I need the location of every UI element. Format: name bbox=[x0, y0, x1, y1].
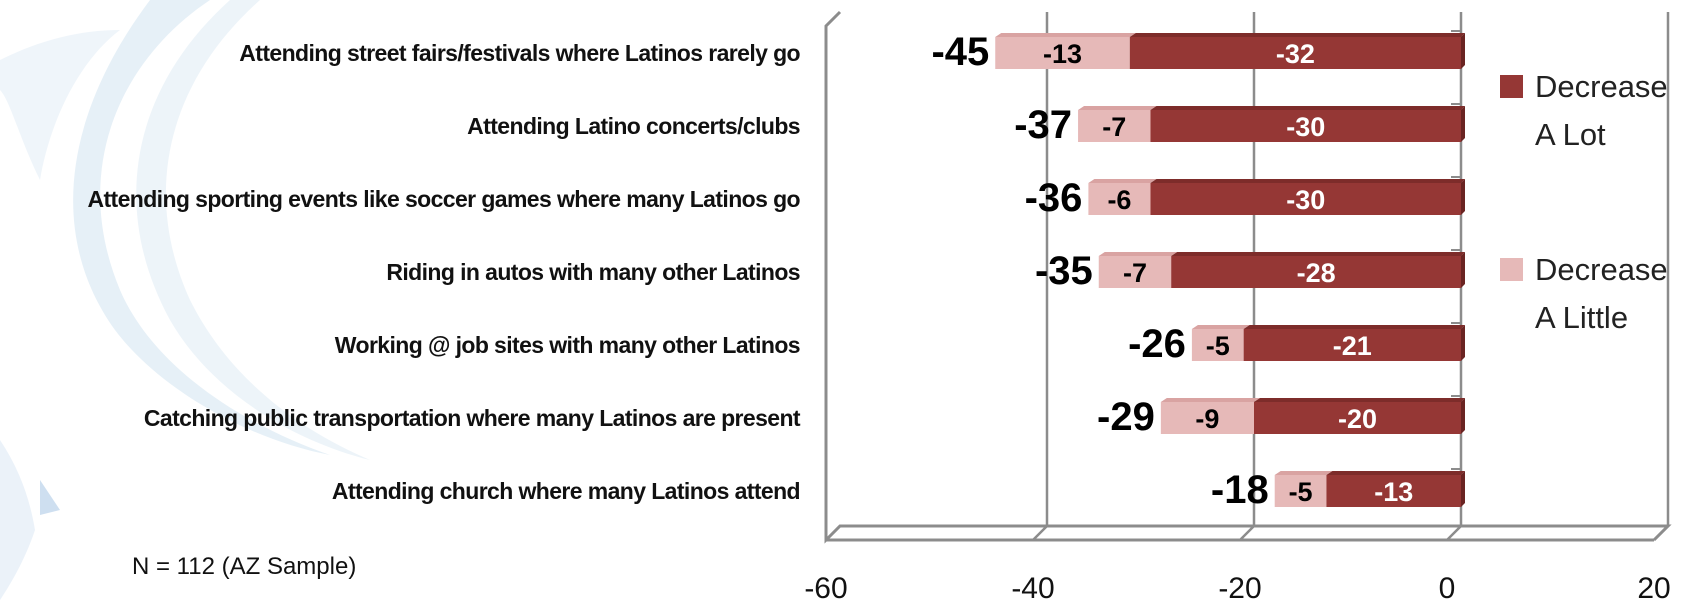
data-label-decrease-a-lot: -28 bbox=[1297, 258, 1336, 288]
legend-label-line1: Decrease bbox=[1535, 69, 1668, 104]
x-tick-label: -20 bbox=[1218, 572, 1261, 605]
bar-segment-decrease-a-lot bbox=[1129, 37, 1461, 69]
bar-segment-decrease-a-little bbox=[1088, 183, 1151, 215]
data-label-decrease-a-little: -7 bbox=[1123, 258, 1147, 288]
bar-segment-top-decrease-a-little bbox=[1274, 471, 1333, 475]
category-label: Working @ job sites with many other Lati… bbox=[335, 332, 800, 358]
bar-end-face bbox=[1461, 325, 1465, 361]
legend-swatch bbox=[1500, 75, 1523, 98]
bar-end-face bbox=[1461, 106, 1465, 142]
total-label: -36 bbox=[1025, 176, 1083, 220]
category-label: Attending Latino concerts/clubs bbox=[467, 113, 800, 139]
bar-end-face bbox=[1461, 398, 1465, 434]
data-label-decrease-a-little: -5 bbox=[1289, 477, 1313, 507]
bar-segment-top-decrease-a-lot bbox=[1129, 33, 1465, 37]
bar-segment-top-decrease-a-little bbox=[1098, 252, 1178, 256]
bar-segment-decrease-a-little bbox=[1078, 110, 1151, 142]
total-label: -35 bbox=[1035, 249, 1093, 293]
category-labels: Attending street fairs/festivals where L… bbox=[87, 40, 801, 504]
bar-segment-decrease-a-lot bbox=[1171, 256, 1461, 288]
gridline bbox=[1653, 12, 1670, 541]
bar-segment-top-decrease-a-lot bbox=[1171, 252, 1465, 256]
x-axis-tick-labels: -60 -40 -20 0 20 bbox=[804, 572, 1670, 605]
bar-segment-decrease-a-lot bbox=[1150, 183, 1461, 215]
data-label-decrease-a-little: -13 bbox=[1043, 39, 1082, 69]
legend-label-line1: Decrease bbox=[1535, 252, 1668, 287]
x-tick-label: 0 bbox=[1439, 572, 1456, 605]
bar-segment-top-decrease-a-little bbox=[995, 33, 1136, 37]
data-label-decrease-a-lot: -30 bbox=[1286, 112, 1325, 142]
bar-segment-decrease-a-little bbox=[1160, 402, 1254, 434]
legend-label-line2: A Little bbox=[1535, 300, 1628, 335]
bar-end-face bbox=[1461, 471, 1465, 507]
gridline bbox=[1032, 12, 1049, 541]
total-label: -37 bbox=[1014, 103, 1072, 147]
data-label-decrease-a-lot: -13 bbox=[1374, 477, 1413, 507]
legend-swatch bbox=[1500, 258, 1523, 281]
category-label: Attending street fairs/festivals where L… bbox=[239, 40, 800, 66]
bar-end-face bbox=[1461, 33, 1465, 69]
data-label-decrease-a-lot: -32 bbox=[1276, 39, 1315, 69]
x-tick-label: -60 bbox=[804, 572, 847, 605]
category-label: Attending church where many Latinos atte… bbox=[332, 478, 800, 504]
bar-segment-decrease-a-lot bbox=[1243, 329, 1461, 361]
total-label: -45 bbox=[931, 30, 989, 74]
total-label: -26 bbox=[1128, 322, 1186, 366]
data-label-decrease-a-little: -6 bbox=[1107, 185, 1131, 215]
bar-segment-decrease-a-lot bbox=[1150, 110, 1461, 142]
bar-segment-top-decrease-a-lot bbox=[1243, 325, 1465, 329]
data-label-decrease-a-little: -9 bbox=[1195, 404, 1219, 434]
bar-segment-top-decrease-a-lot bbox=[1150, 179, 1465, 183]
bar-segment-top-decrease-a-little bbox=[1160, 398, 1260, 402]
bar-segment-decrease-a-little bbox=[995, 37, 1130, 69]
sample-size-note: N = 112 (AZ Sample) bbox=[132, 553, 357, 580]
x-tick-label: 20 bbox=[1637, 572, 1670, 605]
category-label: Attending sporting events like soccer ga… bbox=[87, 186, 800, 212]
bar-segment-decrease-a-lot bbox=[1254, 402, 1461, 434]
data-label-decrease-a-little: -5 bbox=[1206, 331, 1230, 361]
bar-segment-decrease-a-little bbox=[1191, 329, 1244, 361]
bar-end-face bbox=[1461, 179, 1465, 215]
bar-segment-top-decrease-a-lot bbox=[1150, 106, 1465, 110]
data-label-decrease-a-little: -7 bbox=[1102, 112, 1126, 142]
bar-segment-top-decrease-a-lot bbox=[1254, 398, 1465, 402]
category-label: Catching public transportation where man… bbox=[144, 405, 801, 431]
x-tick-label: -40 bbox=[1011, 572, 1054, 605]
bar-segment-decrease-a-little bbox=[1098, 256, 1172, 288]
bar-end-face bbox=[1461, 252, 1465, 288]
total-label: -29 bbox=[1097, 395, 1155, 439]
legend: Decrease A Lot Decrease A Little bbox=[1500, 69, 1668, 335]
bar-segment-decrease-a-lot bbox=[1326, 475, 1461, 507]
bars: -13 -32 -45 -7 -30 -37 -6 -30 -36 -7 -28 -35 -5 -21 -2… bbox=[931, 30, 1465, 512]
data-label-decrease-a-lot: -21 bbox=[1333, 331, 1372, 361]
data-label-decrease-a-lot: -20 bbox=[1338, 404, 1377, 434]
bar-segment-top-decrease-a-little bbox=[1078, 106, 1157, 110]
category-label: Riding in autos with many other Latinos bbox=[386, 259, 800, 285]
bar-segment-top-decrease-a-little bbox=[1191, 325, 1250, 329]
total-label: -18 bbox=[1211, 468, 1269, 512]
bar-segment-decrease-a-little bbox=[1274, 475, 1327, 507]
gridlines bbox=[1032, 12, 1670, 541]
legend-label-line2: A Lot bbox=[1535, 117, 1606, 152]
bar-segment-top-decrease-a-little bbox=[1088, 179, 1157, 183]
bar-segment-top-decrease-a-lot bbox=[1326, 471, 1465, 475]
data-label-decrease-a-lot: -30 bbox=[1286, 185, 1325, 215]
